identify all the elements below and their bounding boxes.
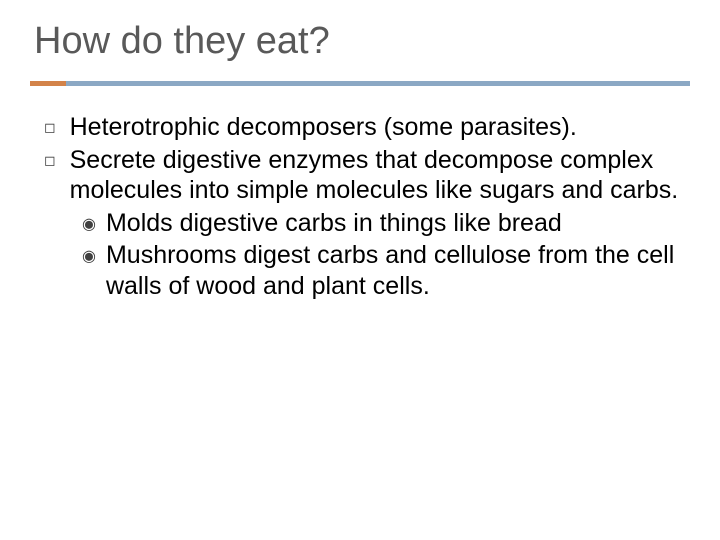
circle-bullet-icon: ◉	[82, 246, 96, 266]
bullet-text: Heterotrophic decomposers (some parasite…	[70, 112, 577, 143]
list-item: ◉ Molds digestive carbs in things like b…	[82, 208, 690, 239]
list-item: ◻ Secrete digestive enzymes that decompo…	[44, 145, 690, 206]
divider-accent	[30, 81, 66, 86]
content-area: ◻ Heterotrophic decomposers (some parasi…	[30, 112, 690, 301]
divider-main	[66, 81, 690, 86]
list-item: ◉ Mushrooms digest carbs and cellulose f…	[82, 240, 690, 301]
divider	[30, 81, 690, 86]
sub-bullet-text: Mushrooms digest carbs and cellulose fro…	[106, 240, 690, 301]
slide: How do they eat? ◻ Heterotrophic decompo…	[0, 0, 720, 540]
square-bullet-icon: ◻	[44, 119, 56, 136]
sub-bullet-text: Molds digestive carbs in things like bre…	[106, 208, 562, 239]
list-item: ◻ Heterotrophic decomposers (some parasi…	[44, 112, 690, 143]
page-title: How do they eat?	[34, 20, 690, 63]
bullet-text: Secrete digestive enzymes that decompose…	[70, 145, 690, 206]
circle-bullet-icon: ◉	[82, 214, 96, 234]
square-bullet-icon: ◻	[44, 152, 56, 169]
